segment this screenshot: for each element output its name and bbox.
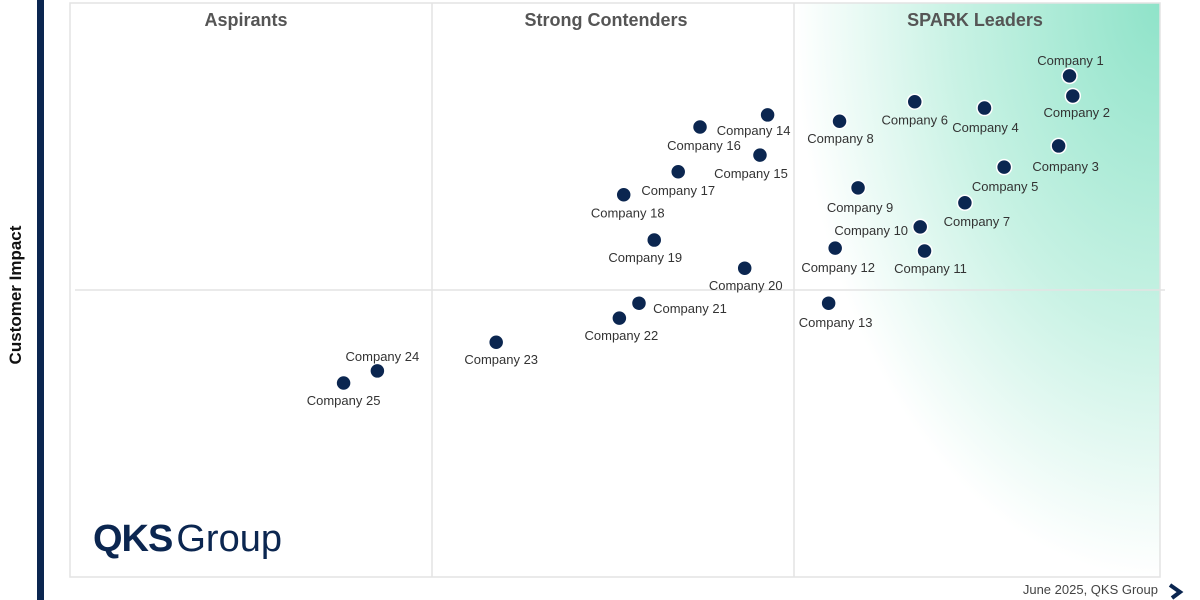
axis-bar xyxy=(37,0,44,600)
data-label: Company 13 xyxy=(799,315,873,330)
data-point xyxy=(849,179,867,197)
data-point xyxy=(369,362,386,380)
data-point xyxy=(487,333,505,351)
quadrant-title-aspirants: Aspirants xyxy=(204,10,287,30)
data-label: Company 2 xyxy=(1044,105,1110,120)
data-point xyxy=(335,374,352,392)
data-point xyxy=(630,294,648,312)
axis-arrow-icon xyxy=(1168,583,1184,600)
data-label: Company 24 xyxy=(346,349,420,364)
data-label: Company 12 xyxy=(801,260,875,275)
data-label: Company 10 xyxy=(834,223,908,238)
data-label: Company 7 xyxy=(944,214,1010,229)
data-label: Company 4 xyxy=(952,120,1018,135)
data-point xyxy=(906,93,923,110)
logo-bold: QKS xyxy=(93,518,173,560)
data-label: Company 15 xyxy=(714,166,788,181)
data-point xyxy=(611,309,628,327)
data-point xyxy=(826,239,844,257)
data-point xyxy=(736,259,753,277)
data-label: Company 19 xyxy=(608,250,682,265)
footer-credit: June 2025, QKS Group xyxy=(1022,582,1158,597)
data-point xyxy=(911,218,929,236)
data-label: Company 8 xyxy=(807,131,873,146)
data-point xyxy=(976,99,993,117)
data-label: Company 14 xyxy=(717,123,791,138)
data-point xyxy=(751,146,769,164)
data-label: Company 1 xyxy=(1037,53,1103,68)
data-points: Company 1 Company 2 Company 3 Company 4 Comp… xyxy=(307,53,1110,408)
data-label: Company 20 xyxy=(709,278,783,293)
data-point xyxy=(615,186,632,203)
data-point xyxy=(916,242,933,260)
data-label: Company 22 xyxy=(585,328,659,343)
qks-group-logo: QKS Group xyxy=(93,518,282,561)
data-label: Company 3 xyxy=(1032,159,1098,174)
data-point xyxy=(669,163,687,181)
quadrant-title-spark-leaders: SPARK Leaders xyxy=(907,10,1043,30)
data-point xyxy=(1064,87,1082,105)
data-point xyxy=(831,112,848,130)
data-label: Company 18 xyxy=(591,206,665,221)
data-point xyxy=(956,194,974,212)
data-label: Company 6 xyxy=(882,113,948,128)
data-label: Company 21 xyxy=(653,301,727,316)
data-point xyxy=(645,231,663,249)
data-point xyxy=(995,158,1013,176)
data-label: Company 11 xyxy=(894,261,967,276)
data-point xyxy=(691,118,709,136)
data-point xyxy=(1061,67,1078,85)
data-label: Company 25 xyxy=(307,393,381,408)
data-label: Company 17 xyxy=(641,183,715,198)
quadrant-title-strong-contenders: Strong Contenders xyxy=(524,10,687,30)
data-label: Company 5 xyxy=(972,179,1038,194)
data-point xyxy=(759,106,776,124)
data-label: Company 23 xyxy=(464,352,538,367)
data-label: Company 16 xyxy=(667,138,741,153)
logo-light: Group xyxy=(176,518,282,560)
data-point xyxy=(1050,137,1067,155)
data-point xyxy=(820,294,837,312)
data-label: Company 9 xyxy=(827,200,893,215)
